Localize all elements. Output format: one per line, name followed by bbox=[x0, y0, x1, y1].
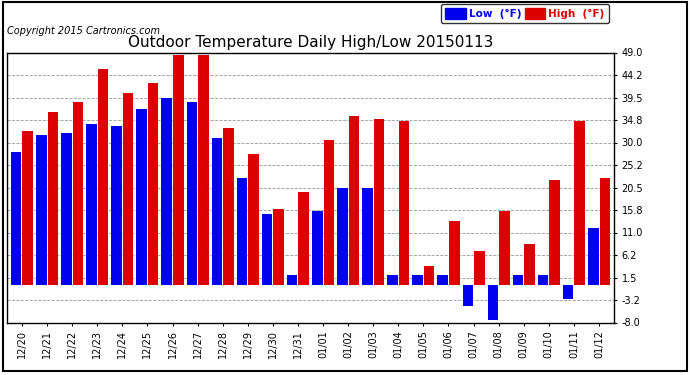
Bar bbox=[98, 69, 108, 285]
Bar bbox=[549, 180, 560, 285]
Bar bbox=[538, 275, 549, 285]
Legend: Low  (°F), High  (°F): Low (°F), High (°F) bbox=[441, 4, 609, 23]
Bar bbox=[324, 140, 334, 285]
Bar bbox=[600, 178, 610, 285]
Bar bbox=[48, 112, 58, 285]
Bar bbox=[248, 154, 259, 285]
Bar bbox=[111, 126, 122, 285]
Bar bbox=[588, 228, 598, 285]
Bar bbox=[374, 119, 384, 285]
Bar bbox=[262, 213, 273, 285]
Bar bbox=[173, 55, 184, 285]
Bar bbox=[86, 123, 97, 285]
Bar bbox=[437, 275, 448, 285]
Bar bbox=[462, 285, 473, 306]
Bar bbox=[513, 275, 523, 285]
Bar bbox=[186, 102, 197, 285]
Title: Outdoor Temperature Daily High/Low 20150113: Outdoor Temperature Daily High/Low 20150… bbox=[128, 35, 493, 50]
Bar bbox=[61, 133, 72, 285]
Bar bbox=[287, 275, 297, 285]
Bar bbox=[273, 209, 284, 285]
Bar bbox=[72, 102, 83, 285]
Bar bbox=[575, 121, 585, 285]
Bar bbox=[137, 110, 147, 285]
Bar bbox=[348, 117, 359, 285]
Bar bbox=[387, 275, 398, 285]
Bar bbox=[524, 244, 535, 285]
Bar bbox=[362, 188, 373, 285]
Bar bbox=[424, 266, 435, 285]
Bar bbox=[123, 93, 133, 285]
Bar bbox=[23, 130, 33, 285]
Bar bbox=[223, 128, 234, 285]
Bar bbox=[161, 98, 172, 285]
Bar bbox=[413, 275, 423, 285]
Bar bbox=[312, 211, 322, 285]
Bar bbox=[488, 285, 498, 320]
Bar bbox=[237, 178, 247, 285]
Bar bbox=[563, 285, 573, 299]
Bar bbox=[474, 252, 484, 285]
Bar bbox=[212, 138, 222, 285]
Bar bbox=[36, 135, 46, 285]
Bar bbox=[198, 55, 208, 285]
Bar bbox=[399, 121, 409, 285]
Bar bbox=[148, 83, 159, 285]
Bar bbox=[499, 211, 510, 285]
Text: Copyright 2015 Cartronics.com: Copyright 2015 Cartronics.com bbox=[7, 26, 160, 36]
Bar bbox=[11, 152, 21, 285]
Bar bbox=[449, 220, 460, 285]
Bar bbox=[337, 188, 348, 285]
Bar bbox=[299, 192, 309, 285]
